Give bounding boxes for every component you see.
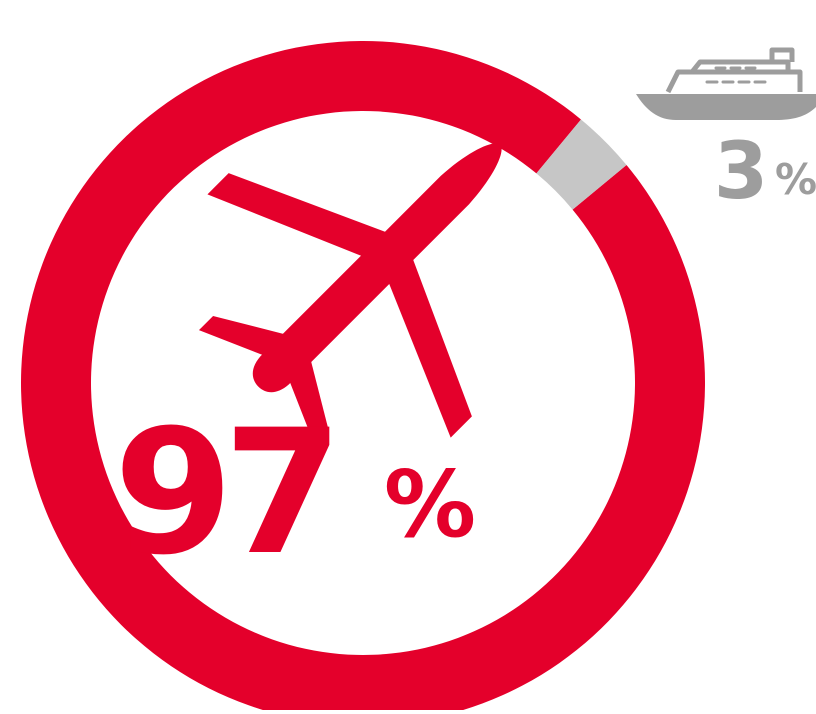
ship-icon bbox=[636, 47, 816, 120]
sea-slice bbox=[536, 119, 627, 210]
air-percent-unit: % bbox=[384, 451, 476, 558]
slices-group bbox=[21, 41, 705, 714]
airplane-icon bbox=[198, 143, 502, 447]
sea-percent-unit: % bbox=[775, 155, 816, 204]
air-percent-value: 97 bbox=[114, 392, 333, 593]
sea-percent-value: 3 bbox=[714, 127, 768, 217]
